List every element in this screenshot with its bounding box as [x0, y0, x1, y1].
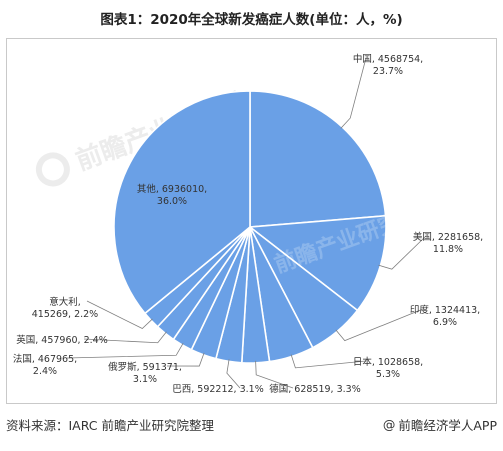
leader-line-7 — [66, 342, 184, 359]
data-label-7: 法国, 467965, 2.4% — [13, 353, 77, 377]
leader-line-2 — [335, 308, 424, 342]
footer: 资料来源：IARC 前瞻产业研究院整理 @ 前瞻经济学人APP — [6, 412, 497, 436]
brand-credit: @ 前瞻经济学人APP — [383, 415, 497, 434]
data-label-2: 印度, 1324413, 6.9% — [410, 304, 480, 328]
pie-slice-10 — [113, 90, 251, 315]
leader-line-8 — [83, 331, 167, 344]
data-label-9: 意大利, 415269, 2.2% — [32, 296, 98, 320]
data-label-5: 巴西, 592212, 3.1% — [172, 384, 263, 395]
data-label-1: 美国, 2281658, 11.8% — [413, 231, 483, 255]
data-label-10: 其他, 6936010, 36.0% — [137, 183, 207, 207]
leader-line-5 — [226, 359, 241, 389]
leader-line-4 — [255, 360, 294, 389]
data-label-4: 德国, 628519, 3.3% — [269, 383, 360, 395]
data-label-0: 中国, 4568754, 23.7% — [353, 53, 423, 77]
data-label-6: 俄罗斯, 591371, 3.1% — [108, 361, 182, 385]
chart-frame — [6, 38, 497, 404]
brand-name: 前瞻经济学人APP — [398, 417, 497, 433]
leader-line-0 — [340, 57, 367, 129]
leader-line-6 — [166, 352, 205, 367]
data-label-3: 日本, 1028658, 5.3% — [353, 356, 423, 380]
data-label-8: 英国, 457960, 2.4% — [16, 334, 107, 346]
chart-title: 图表1：2020年全球新发癌症人数(单位：人，%) — [100, 12, 403, 28]
pie-slice-0 — [249, 90, 387, 228]
source-note: 资料来源：IARC 前瞻产业研究院整理 — [6, 417, 215, 433]
leader-line-3 — [290, 354, 367, 369]
copyright-icon: @ — [382, 416, 396, 432]
leader-line-1 — [378, 235, 427, 270]
leader-line-9 — [86, 300, 153, 329]
